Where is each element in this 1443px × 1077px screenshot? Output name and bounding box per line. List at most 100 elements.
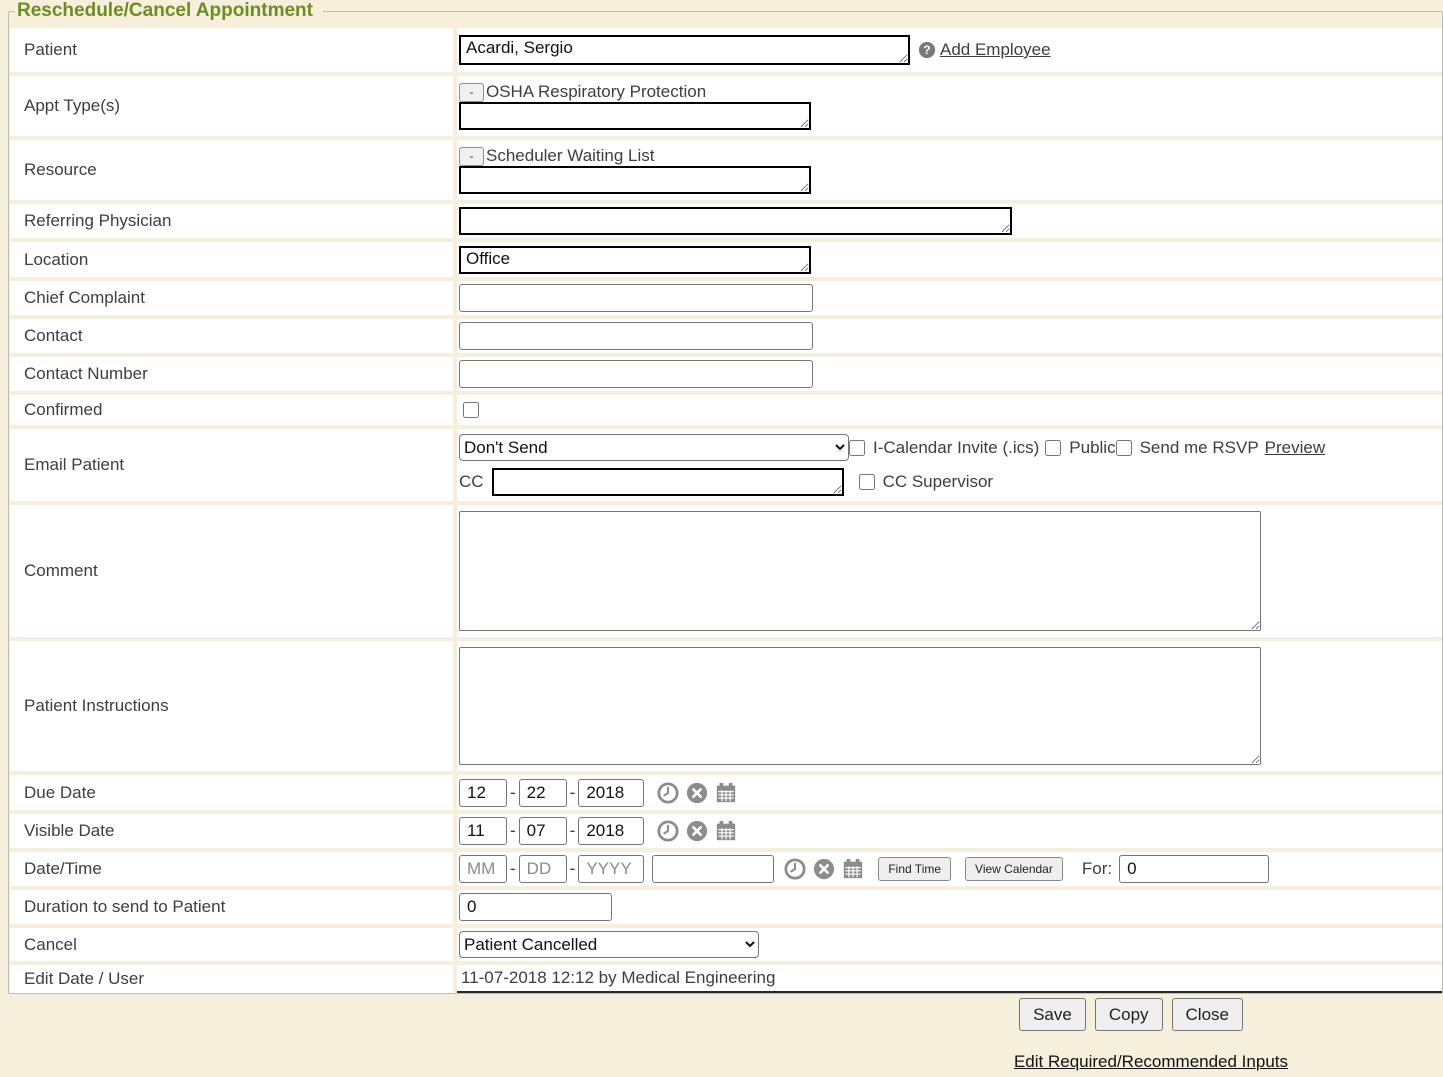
visible-date-year-input[interactable]: [578, 817, 645, 845]
svg-text:?: ?: [923, 44, 930, 57]
contact-input[interactable]: [459, 322, 813, 350]
appt-types-label: Appt Type(s): [10, 76, 453, 136]
due-date-month-input[interactable]: [459, 778, 507, 807]
confirmed-label: Confirmed: [10, 395, 453, 425]
email-patient-label: Email Patient: [10, 429, 453, 501]
clock-icon[interactable]: [657, 820, 679, 842]
save-button[interactable]: Save: [1019, 998, 1086, 1031]
date-separator: -: [510, 782, 516, 802]
date-time-day-input[interactable]: [518, 855, 567, 883]
calendar-icon[interactable]: [842, 858, 864, 880]
cancel-row: Cancel Patient Cancelled: [10, 928, 1442, 961]
appt-type-search-input[interactable]: [459, 102, 811, 130]
edit-required-inputs-link[interactable]: Edit Required/Recommended Inputs: [1013, 1052, 1288, 1071]
date-separator: -: [510, 821, 516, 840]
remove-resource-button[interactable]: -: [459, 146, 484, 166]
comment-textarea[interactable]: [459, 511, 1261, 631]
date-separator: -: [569, 859, 576, 878]
clock-icon[interactable]: [784, 858, 806, 880]
date-time-row: Date/Time - - Find Time View Calendar Fo…: [10, 852, 1442, 886]
cancel-label: Cancel: [10, 928, 453, 961]
confirmed-row: Confirmed: [10, 395, 1442, 425]
location-row: Location: [10, 242, 1442, 277]
contact-label: Contact: [10, 319, 453, 353]
confirmed-checkbox[interactable]: [463, 402, 479, 418]
patient-input[interactable]: [459, 35, 910, 65]
clear-date-icon[interactable]: [813, 858, 835, 880]
view-calendar-button[interactable]: View Calendar: [965, 857, 1063, 881]
due-date-row: Due Date - -: [10, 775, 1442, 810]
date-time-year-input[interactable]: [578, 855, 645, 883]
edit-date-user-value: 11-07-2018 12:12 by Medical Engineering: [461, 968, 776, 987]
date-separator: -: [569, 782, 576, 802]
patient-label: Patient: [10, 28, 453, 72]
add-employee-link[interactable]: Add Employee: [940, 40, 1051, 59]
help-icon[interactable]: ?: [918, 41, 936, 59]
chief-complaint-row: Chief Complaint: [10, 281, 1442, 315]
send-me-rsvp-checkbox[interactable]: [1115, 439, 1132, 456]
copy-button[interactable]: Copy: [1094, 998, 1163, 1031]
resource-search-input[interactable]: [459, 166, 811, 194]
clear-date-icon[interactable]: [686, 820, 708, 842]
clear-date-icon[interactable]: [686, 782, 708, 804]
ical-invite-label: I-Calendar Invite (.ics): [873, 437, 1040, 457]
location-input[interactable]: [459, 245, 811, 274]
contact-number-row: Contact Number: [10, 357, 1442, 391]
cc-input[interactable]: [491, 468, 844, 496]
send-me-rsvp-label: Send me RSVP: [1139, 437, 1259, 457]
remove-appt-type-button[interactable]: -: [459, 82, 484, 102]
visible-date-row: Visible Date - -: [10, 814, 1442, 848]
chief-complaint-input[interactable]: [459, 284, 813, 312]
referring-physician-label: Referring Physician: [10, 204, 453, 238]
contact-row: Contact: [10, 319, 1442, 353]
contact-number-input[interactable]: [459, 360, 813, 388]
visible-date-day-input[interactable]: [518, 817, 567, 845]
comment-label: Comment: [10, 505, 453, 637]
cc-supervisor-checkbox[interactable]: [858, 474, 875, 490]
time-input[interactable]: [652, 855, 775, 883]
patient-instructions-row: Patient Instructions: [10, 641, 1442, 771]
referring-physician-input[interactable]: [459, 207, 1012, 235]
due-date-day-input[interactable]: [518, 778, 567, 807]
edit-date-user-label: Edit Date / User: [10, 965, 453, 993]
visible-date-month-input[interactable]: [459, 817, 507, 845]
duration-row: Duration to send to Patient: [10, 890, 1442, 924]
date-separator: -: [510, 859, 516, 878]
ical-invite-checkbox[interactable]: [849, 439, 865, 456]
close-button[interactable]: Close: [1171, 998, 1243, 1031]
comment-row: Comment: [10, 505, 1442, 637]
for-count-input[interactable]: [1119, 855, 1270, 883]
due-date-year-input[interactable]: [578, 778, 645, 807]
duration-input[interactable]: [459, 893, 612, 921]
date-time-month-input[interactable]: [459, 855, 507, 883]
edit-date-user-row: Edit Date / User 11-07-2018 12:12 by Med…: [10, 965, 1442, 993]
public-checkbox[interactable]: [1045, 439, 1062, 456]
resource-row: Resource - Scheduler Waiting List: [10, 140, 1442, 200]
calendar-icon[interactable]: [715, 820, 737, 842]
page-title: Reschedule/Cancel Appointment: [17, 0, 313, 21]
clock-icon[interactable]: [657, 781, 679, 804]
email-send-select[interactable]: Don't Send: [459, 434, 849, 461]
contact-number-label: Contact Number: [10, 357, 453, 391]
cc-label: CC: [459, 472, 484, 491]
calendar-icon[interactable]: [715, 782, 737, 804]
patient-row: Patient ? Add Employee: [10, 28, 1442, 72]
duration-label: Duration to send to Patient: [10, 890, 453, 924]
patient-instructions-textarea[interactable]: [459, 647, 1261, 765]
action-buttons: Save Copy Close: [0, 998, 1243, 1031]
resource-selected: Scheduler Waiting List: [486, 146, 655, 165]
email-patient-row: Email Patient Don't Send I-Calendar Invi…: [10, 429, 1442, 501]
location-label: Location: [10, 242, 453, 277]
cancel-reason-select[interactable]: Patient Cancelled: [459, 931, 759, 958]
for-label: For:: [1081, 859, 1113, 878]
footer-link-row: Edit Required/Recommended Inputs: [0, 1052, 1288, 1072]
reschedule-cancel-panel: Reschedule/Cancel Appointment Patient ? …: [8, 0, 1443, 994]
find-time-button[interactable]: Find Time: [878, 857, 952, 881]
preview-link[interactable]: Preview: [1264, 437, 1326, 457]
chief-complaint-label: Chief Complaint: [10, 281, 453, 315]
appt-types-row: Appt Type(s) - OSHA Respiratory Protecti…: [10, 76, 1442, 136]
date-separator: -: [569, 821, 576, 840]
appt-type-selected: OSHA Respiratory Protection: [486, 82, 707, 101]
date-time-label: Date/Time: [10, 852, 453, 886]
due-date-label: Due Date: [10, 775, 453, 810]
